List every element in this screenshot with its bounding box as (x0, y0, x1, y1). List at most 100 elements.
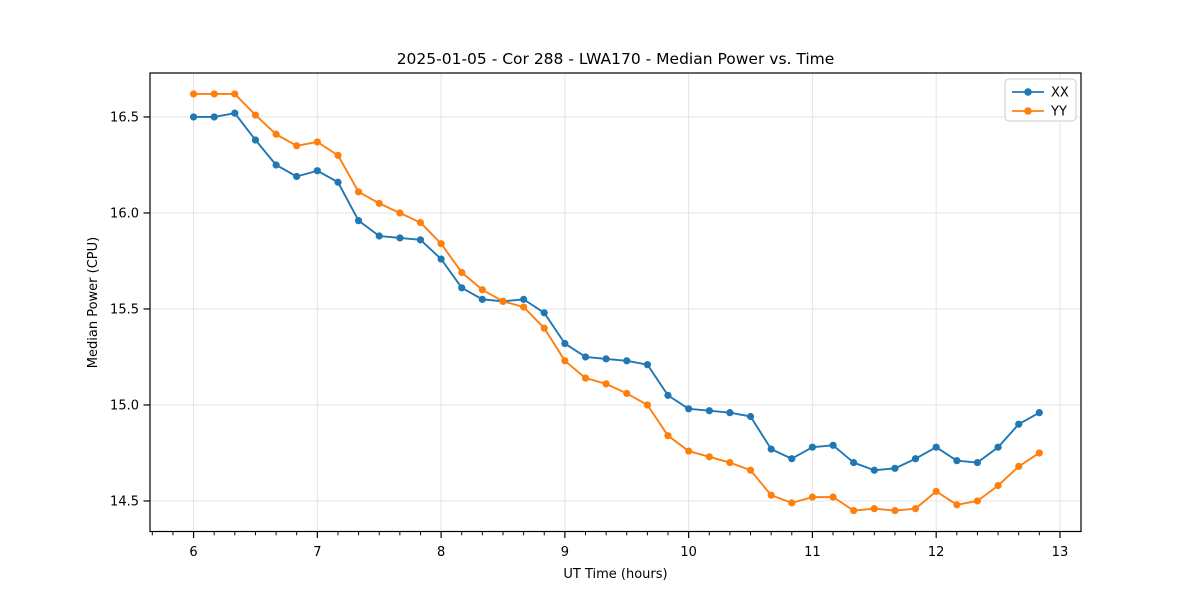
data-point-yy (293, 142, 301, 150)
data-point-yy (850, 506, 858, 515)
data-point-xx (870, 466, 878, 474)
series-yy (189, 90, 1043, 515)
data-point-yy (561, 357, 569, 365)
grid-layer (150, 73, 1081, 532)
data-point-xx (973, 458, 982, 467)
data-point-yy (643, 401, 652, 409)
legend-label-xx: XX (1051, 86, 1069, 101)
data-point-xx (1035, 409, 1043, 417)
x-tick-label: 9 (561, 545, 569, 560)
data-point-yy (478, 286, 486, 294)
series-line-xx (193, 112, 1040, 472)
data-point-xx (767, 445, 775, 453)
data-point-yy (520, 303, 528, 311)
data-point-xx (602, 355, 610, 363)
data-point-xx (272, 161, 280, 169)
data-point-yy (416, 218, 425, 227)
data-point-xx (561, 339, 569, 348)
x-tick-label: 12 (928, 545, 945, 560)
data-point-xx (210, 113, 218, 121)
data-point-xx (458, 284, 466, 292)
data-point-xx (850, 458, 858, 467)
data-point-yy (1035, 449, 1043, 457)
y-tick-label: 15.0 (110, 398, 139, 413)
data-point-yy (313, 138, 321, 146)
y-tick-label: 14.5 (110, 494, 139, 509)
series-line-yy (193, 92, 1040, 512)
data-point-yy (602, 380, 610, 388)
legend-marker-xx (1024, 88, 1032, 96)
data-point-xx (788, 455, 796, 463)
data-point-yy (932, 487, 940, 495)
data-point-xx (375, 232, 383, 240)
data-point-xx (623, 357, 631, 365)
x-tick-label: 6 (189, 545, 197, 560)
data-point-xx (746, 412, 755, 421)
data-point-xx (251, 136, 260, 144)
data-point-xx (1015, 420, 1023, 428)
data-point-xx (994, 443, 1002, 451)
data-point-yy (911, 505, 920, 513)
data-point-yy (375, 199, 383, 207)
data-point-yy (251, 111, 260, 119)
data-point-xx (829, 441, 837, 449)
data-point-yy (685, 447, 693, 455)
data-point-yy (189, 90, 198, 98)
data-point-yy (437, 240, 445, 248)
data-point-yy (458, 268, 466, 277)
data-point-xx (911, 455, 920, 463)
tick-layer: 6 7 8 9 10 11 12 13 14.5 15.0 15.5 16.0 16.5 (110, 110, 1068, 560)
data-point-yy (272, 130, 280, 138)
data-point-yy (581, 374, 590, 382)
data-point-yy (829, 493, 837, 501)
data-point-xx (808, 443, 817, 451)
data-point-xx (478, 295, 486, 303)
data-point-yy (1015, 462, 1023, 471)
x-tick-label: 11 (804, 545, 821, 560)
data-point-xx (189, 113, 198, 121)
data-point-yy (726, 458, 734, 467)
data-point-xx (231, 109, 239, 117)
data-point-yy (664, 432, 672, 440)
data-point-xx (313, 167, 321, 175)
data-point-xx (416, 236, 425, 244)
data-point-yy (705, 453, 713, 461)
data-point-xx (685, 405, 693, 413)
data-point-xx (520, 295, 528, 303)
data-point-yy (623, 389, 631, 398)
data-point-xx (705, 407, 713, 415)
data-point-yy (499, 297, 507, 305)
legend: XX YY (1004, 78, 1077, 122)
legend-marker-yy (1024, 107, 1032, 115)
data-point-yy (354, 188, 363, 196)
data-point-xx (334, 178, 342, 186)
series-layer (189, 90, 1043, 515)
x-tick-label: 13 (1052, 545, 1069, 560)
data-point-yy (767, 491, 775, 499)
y-tick-label: 16.5 (110, 110, 139, 125)
data-point-xx (643, 361, 652, 369)
y-tick-label: 15.5 (110, 302, 139, 317)
data-point-yy (994, 482, 1002, 490)
axes-frame (149, 72, 1082, 533)
x-axis-label: UT Time (hours) (563, 567, 667, 582)
chart-title: 2025-01-05 - Cor 288 - LWA170 - Median P… (397, 50, 835, 68)
legend-entry-xx: XX (1012, 86, 1069, 101)
data-point-yy (746, 466, 755, 474)
data-point-xx (891, 464, 899, 472)
series-xx (189, 109, 1043, 474)
x-tick-label: 7 (313, 545, 321, 560)
data-point-yy (334, 151, 342, 159)
data-point-yy (891, 506, 899, 515)
data-point-yy (210, 90, 218, 98)
data-point-xx (726, 409, 734, 417)
data-point-xx (932, 443, 940, 451)
data-point-xx (437, 255, 445, 263)
data-point-yy (231, 90, 239, 98)
y-axis-label: Median Power (CPU) (86, 237, 101, 368)
data-point-yy (540, 324, 548, 332)
data-point-xx (581, 353, 590, 361)
data-point-yy (870, 505, 878, 513)
